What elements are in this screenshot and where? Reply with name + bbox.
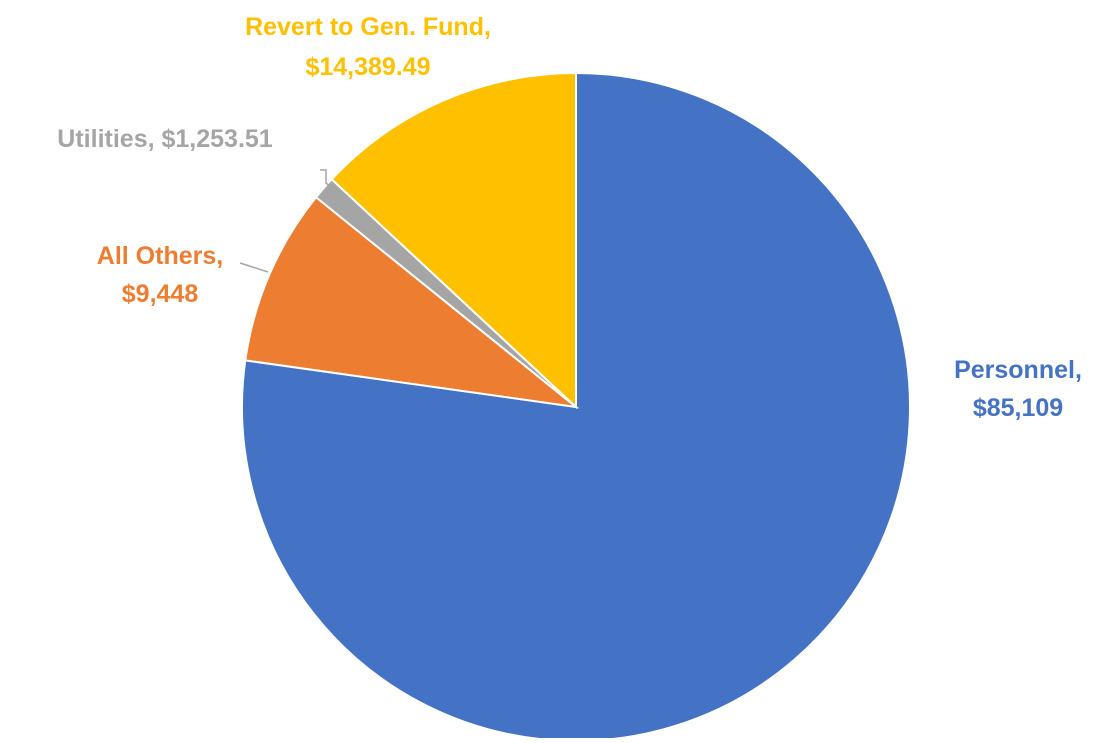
data-label-revert-to-gen-fund: Revert to Gen. Fund, $14,389.49 [245, 13, 491, 81]
data-label-line: $85,109 [973, 394, 1063, 422]
data-label-line: Personnel, [954, 356, 1082, 384]
data-label-line: $9,448 [122, 280, 199, 308]
data-label-line: $14,389.49 [305, 53, 430, 81]
data-label-utilities: Utilities, $1,253.51 [57, 125, 273, 153]
data-label-all-others: All Others, $9,448 [97, 242, 223, 308]
pie-slice-revert-to-gen-fund [330, 71, 577, 410]
leader-line-utilities [320, 169, 334, 190]
pie-slice-personnel [241, 71, 911, 742]
leader-line-all-others [239, 262, 269, 273]
data-label-line: All Others, [97, 242, 223, 270]
data-label-personnel: Personnel, $85,109 [954, 356, 1082, 422]
pie-slice-all-others [244, 195, 580, 409]
data-label-line: Revert to Gen. Fund, [245, 13, 491, 41]
data-label-line: Utilities, $1,253.51 [57, 125, 273, 153]
